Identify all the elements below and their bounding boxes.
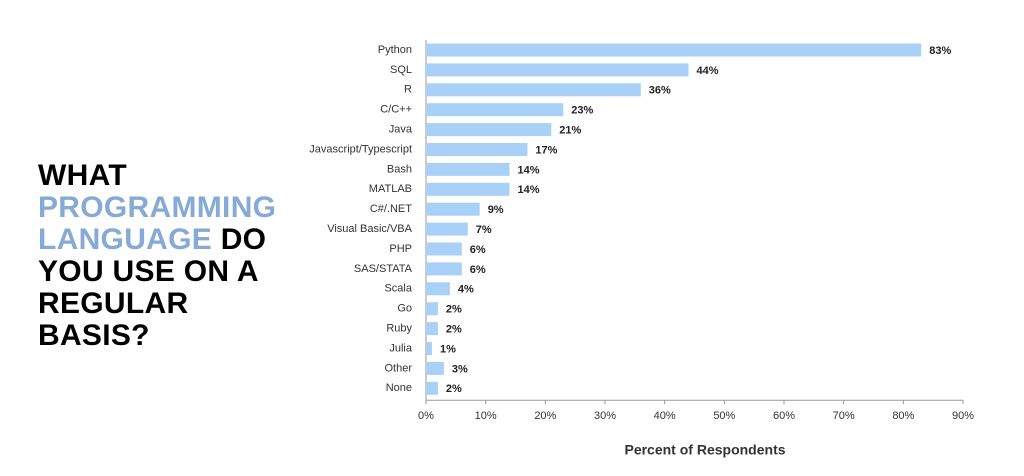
value-label: 17% xyxy=(535,144,557,156)
bar xyxy=(426,83,641,97)
bar xyxy=(426,322,438,336)
bar xyxy=(426,262,462,276)
headline-segment: PROGRAMMING LANGUAGE xyxy=(38,191,277,256)
y-tick-label: SAS/STATA xyxy=(354,263,413,275)
bar xyxy=(426,103,564,117)
y-tick-label: None xyxy=(386,382,412,394)
value-label: 14% xyxy=(518,184,540,196)
y-tick-label: MATLAB xyxy=(369,183,412,195)
y-tick-label: Visual Basic/VBA xyxy=(327,223,412,235)
value-label: 23% xyxy=(571,105,593,117)
x-tick-label: 90% xyxy=(952,410,974,422)
value-label: 2% xyxy=(446,324,462,336)
y-tick-label: Go xyxy=(397,303,412,315)
bar xyxy=(426,342,432,355)
bar xyxy=(426,381,438,395)
y-tick-label: PHP xyxy=(389,243,412,255)
y-tick-label: C#/.NET xyxy=(370,203,412,215)
y-tick-label: Ruby xyxy=(386,323,412,335)
x-tick-label: 70% xyxy=(833,410,855,422)
bar xyxy=(426,242,462,256)
bar xyxy=(426,63,689,77)
bar xyxy=(426,162,510,176)
value-label: 4% xyxy=(458,284,474,296)
headline: WHAT PROGRAMMING LANGUAGE DO YOU USE ON … xyxy=(38,160,306,352)
value-label: 6% xyxy=(470,264,486,276)
value-label: 3% xyxy=(452,363,468,375)
x-tick-label: 50% xyxy=(713,410,735,422)
x-tick-label: 40% xyxy=(654,410,676,422)
bar xyxy=(426,143,528,156)
y-tick-label: Python xyxy=(378,44,412,56)
value-label: 36% xyxy=(649,85,671,97)
y-tick-label: Julia xyxy=(389,342,413,354)
value-label: 2% xyxy=(446,383,462,395)
bar xyxy=(426,123,552,137)
y-tick-label: SQL xyxy=(390,64,412,76)
value-label: 6% xyxy=(470,244,486,256)
y-tick-label: R xyxy=(404,84,412,96)
y-tick-label: Other xyxy=(384,362,412,374)
bar xyxy=(426,282,450,296)
x-tick-label: 30% xyxy=(594,410,616,422)
x-tick-label: 20% xyxy=(534,410,556,422)
y-tick-label: Scala xyxy=(384,283,412,295)
bar xyxy=(426,182,510,196)
y-tick-label: Java xyxy=(389,124,413,136)
x-axis-label: Percent of Respondents xyxy=(624,442,785,458)
bar xyxy=(426,222,468,236)
headline-segment: DO YOU USE ON A REGULAR BASIS? xyxy=(38,223,267,352)
bar xyxy=(426,361,444,375)
x-tick-label: 10% xyxy=(475,410,497,422)
headline-segment: WHAT xyxy=(38,159,127,192)
x-tick-label: 60% xyxy=(773,410,795,422)
x-tick-label: 80% xyxy=(892,410,914,422)
y-tick-label: Javascript/Typescript xyxy=(309,143,412,155)
value-label: 7% xyxy=(476,224,492,236)
value-label: 44% xyxy=(697,65,719,77)
bar xyxy=(426,302,438,316)
value-label: 9% xyxy=(488,204,504,216)
value-label: 1% xyxy=(440,343,456,355)
value-label: 14% xyxy=(518,164,540,176)
value-label: 21% xyxy=(559,125,581,137)
x-tick-label: 0% xyxy=(418,410,434,422)
value-label: 83% xyxy=(929,45,951,57)
value-label: 2% xyxy=(446,304,462,316)
bar xyxy=(426,43,922,57)
y-tick-label: Bash xyxy=(387,163,412,175)
bar xyxy=(426,202,480,216)
y-tick-label: C/C++ xyxy=(380,104,412,116)
